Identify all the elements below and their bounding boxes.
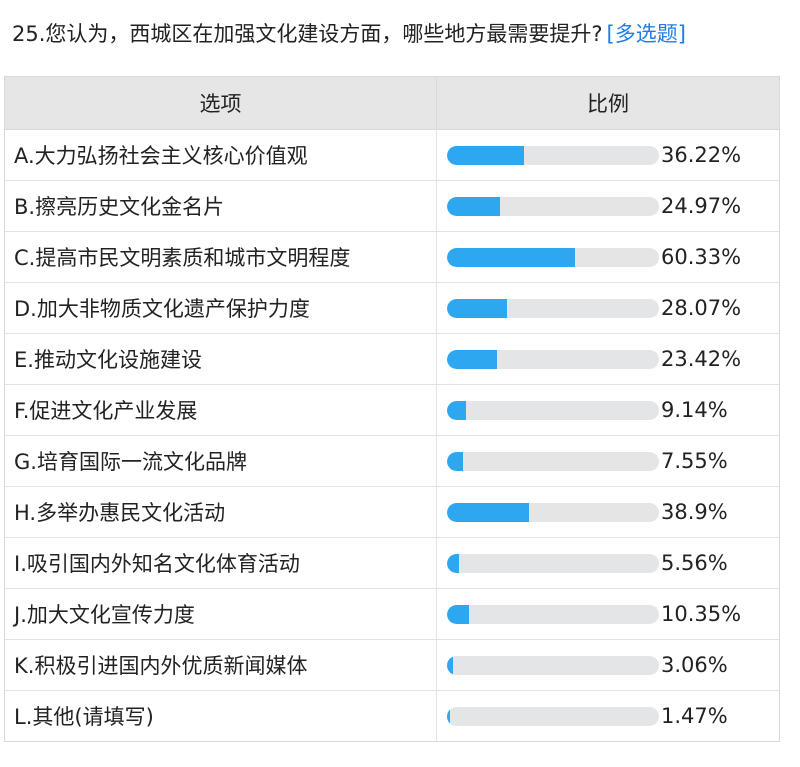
table-header: 选项 比例 [5, 77, 779, 130]
table-row: E.推动文化设施建设 23.42% [5, 334, 779, 385]
progress-bar-track [447, 655, 659, 675]
ratio-cell: 28.07% [437, 283, 779, 333]
ratio-percent: 38.9% [661, 500, 728, 524]
progress-bar-fill [447, 298, 507, 318]
progress-bar-track [447, 298, 659, 318]
option-label: B.擦亮历史文化金名片 [5, 181, 437, 231]
option-label: L.其他(请填写) [5, 691, 437, 741]
ratio-percent: 60.33% [661, 245, 742, 269]
progress-bar-fill [447, 196, 500, 216]
table-row: D.加大非物质文化遗产保护力度 28.07% [5, 283, 779, 334]
progress-bar-track [447, 349, 659, 369]
ratio-percent: 5.56% [661, 551, 728, 575]
ratio-cell: 3.06% [437, 640, 779, 690]
ratio-cell: 36.22% [437, 130, 779, 180]
ratio-cell: 9.14% [437, 385, 779, 435]
option-label: F.促进文化产业发展 [5, 385, 437, 435]
ratio-cell: 23.42% [437, 334, 779, 384]
progress-bar-fill [447, 604, 469, 624]
progress-bar-fill [447, 706, 451, 726]
progress-bar-fill [447, 400, 467, 420]
ratio-cell: 7.55% [437, 436, 779, 486]
option-label: K.积极引进国内外优质新闻媒体 [5, 640, 437, 690]
table-row: I.吸引国内外知名文化体育活动 5.56% [5, 538, 779, 589]
question-title: 25.您认为，西城区在加强文化建设方面，哪些地方最需要提升? [多选题] [12, 16, 792, 52]
table-body: A.大力弘扬社会主义核心价值观 36.22% B.擦亮历史文化金名片 24.97… [5, 130, 779, 741]
progress-bar-fill [447, 502, 530, 522]
header-option: 选项 [5, 77, 437, 129]
option-label: I.吸引国内外知名文化体育活动 [5, 538, 437, 588]
table-row: H.多举办惠民文化活动 38.9% [5, 487, 779, 538]
progress-bar-fill [447, 247, 575, 267]
table-row: B.擦亮历史文化金名片 24.97% [5, 181, 779, 232]
table-row: G.培育国际一流文化品牌 7.55% [5, 436, 779, 487]
table-row: A.大力弘扬社会主义核心价值观 36.22% [5, 130, 779, 181]
progress-bar-fill [447, 451, 463, 471]
progress-bar-track [447, 247, 659, 267]
option-label: J.加大文化宣传力度 [5, 589, 437, 639]
table-row: F.促进文化产业发展 9.14% [5, 385, 779, 436]
ratio-cell: 5.56% [437, 538, 779, 588]
progress-bar-track [447, 502, 659, 522]
progress-bar-fill [447, 349, 497, 369]
ratio-cell: 24.97% [437, 181, 779, 231]
progress-bar-fill [447, 655, 454, 675]
progress-bar-track [447, 145, 659, 165]
progress-bar-track [447, 400, 659, 420]
option-label: E.推动文化设施建设 [5, 334, 437, 384]
option-label: D.加大非物质文化遗产保护力度 [5, 283, 437, 333]
ratio-percent: 24.97% [661, 194, 742, 218]
ratio-percent: 10.35% [661, 602, 742, 626]
table-row: L.其他(请填写) 1.47% [5, 691, 779, 741]
progress-bar-track [447, 196, 659, 216]
results-table: 选项 比例 A.大力弘扬社会主义核心价值观 36.22% B.擦亮历史文化金名片… [4, 76, 780, 742]
ratio-cell: 60.33% [437, 232, 779, 282]
ratio-percent: 28.07% [661, 296, 742, 320]
question-type-tag: [多选题] [606, 22, 686, 46]
ratio-cell: 10.35% [437, 589, 779, 639]
question-text: 25.您认为，西城区在加强文化建设方面，哪些地方最需要提升? [12, 22, 603, 46]
ratio-percent: 1.47% [661, 704, 728, 728]
ratio-percent: 7.55% [661, 449, 728, 473]
option-label: A.大力弘扬社会主义核心价值观 [5, 130, 437, 180]
header-ratio: 比例 [587, 92, 629, 116]
option-label: G.培育国际一流文化品牌 [5, 436, 437, 486]
progress-bar-track [447, 451, 659, 471]
table-row: J.加大文化宣传力度 10.35% [5, 589, 779, 640]
progress-bar-track [447, 553, 659, 573]
progress-bar-track [447, 604, 659, 624]
option-label: H.多举办惠民文化活动 [5, 487, 437, 537]
ratio-percent: 3.06% [661, 653, 728, 677]
ratio-percent: 23.42% [661, 347, 742, 371]
progress-bar-track [447, 706, 659, 726]
option-label: C.提高市民文明素质和城市文明程度 [5, 232, 437, 282]
table-row: C.提高市民文明素质和城市文明程度 60.33% [5, 232, 779, 283]
table-row: K.积极引进国内外优质新闻媒体 3.06% [5, 640, 779, 691]
ratio-percent: 36.22% [661, 143, 742, 167]
ratio-percent: 9.14% [661, 398, 728, 422]
progress-bar-fill [447, 553, 459, 573]
progress-bar-fill [447, 145, 524, 165]
ratio-cell: 38.9% [437, 487, 779, 537]
ratio-cell: 1.47% [437, 691, 779, 741]
